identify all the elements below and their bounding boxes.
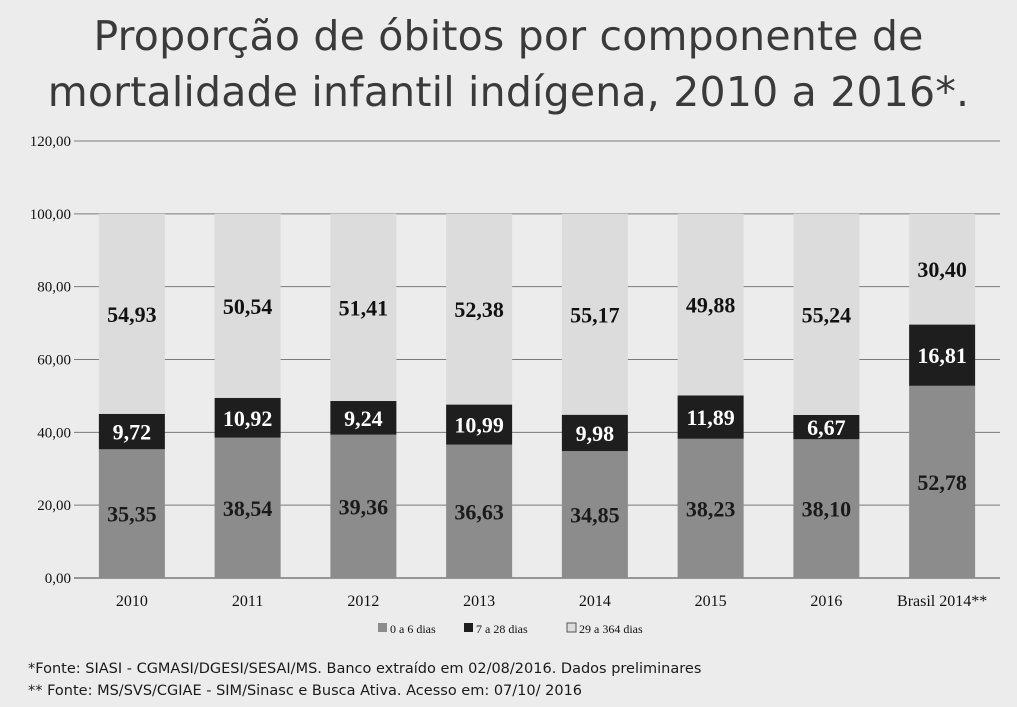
legend-label: 0 a 6 dias <box>390 622 436 636</box>
x-tick-label: 2013 <box>463 593 495 610</box>
chart-title: Proporção de óbitos por componente de mo… <box>0 8 1017 120</box>
data-label: 36,63 <box>454 499 504 524</box>
data-label: 38,54 <box>223 496 273 521</box>
data-label: 38,23 <box>686 496 736 521</box>
chart-title-line-1: Proporção de óbitos por componente de <box>93 12 924 60</box>
x-tick-label: 2014 <box>579 593 611 610</box>
data-label: 55,17 <box>570 302 620 327</box>
bar-segment <box>330 401 397 435</box>
data-label: 9,98 <box>576 421 615 446</box>
data-label: 52,78 <box>917 470 967 495</box>
x-tick-label: 2016 <box>810 593 842 610</box>
data-label: 52,38 <box>454 297 504 322</box>
bar-segment <box>214 213 281 398</box>
data-label: 6,67 <box>807 415 846 440</box>
data-label: 39,36 <box>339 494 389 519</box>
chart-title-line-2: mortalidade infantil indígena, 2010 a 20… <box>47 68 970 116</box>
x-tick-label: 2015 <box>695 593 727 610</box>
data-label: 9,72 <box>113 420 152 445</box>
legend-swatch <box>464 623 473 632</box>
y-tick-label: 100,00 <box>30 207 71 223</box>
bar-segment <box>793 213 860 415</box>
data-label: 30,40 <box>917 257 967 282</box>
y-tick-label: 0,00 <box>45 571 71 587</box>
data-label: 49,88 <box>686 293 736 318</box>
bar-segment <box>98 413 165 450</box>
bar-segment <box>909 385 976 578</box>
bar-segment <box>214 397 281 438</box>
data-label: 11,89 <box>686 405 734 430</box>
data-label: 10,92 <box>223 406 273 431</box>
bar-segment <box>330 434 397 578</box>
y-tick-label: 60,00 <box>37 353 71 369</box>
bar-segment <box>561 451 628 578</box>
x-tick-label: 2012 <box>347 593 379 610</box>
data-label: 54,93 <box>107 302 157 327</box>
bar-segment <box>793 439 860 578</box>
x-tick-label: 2011 <box>232 593 263 610</box>
footnotes: *Fonte: SIASI - CGMASI/DGESI/SESAI/MS. B… <box>28 658 701 702</box>
y-tick-label: 80,00 <box>37 280 71 296</box>
x-tick-label: 2010 <box>116 593 148 610</box>
y-tick-label: 120,00 <box>30 134 71 150</box>
bar-segment <box>446 404 513 445</box>
legend-label: 7 a 28 dias <box>476 622 528 636</box>
bar-segment <box>561 414 628 452</box>
bar-segment <box>793 414 860 440</box>
footnote-1: *Fonte: SIASI - CGMASI/DGESI/SESAI/MS. B… <box>28 661 702 677</box>
bar-segment <box>98 213 165 414</box>
bar-segment <box>909 324 976 386</box>
bar-segment <box>677 213 744 396</box>
bar-segment <box>677 438 744 578</box>
data-label: 38,10 <box>802 497 852 522</box>
bar-segment <box>98 449 165 578</box>
bar-segment <box>214 437 281 578</box>
footnote-2: ** Fonte: MS/SVS/CGIAE - SIM/Sinasc e Bu… <box>28 683 583 699</box>
bar-segment <box>909 213 976 325</box>
bar-segment <box>561 213 628 415</box>
data-label: 55,24 <box>802 302 852 327</box>
data-label: 9,24 <box>344 406 383 431</box>
stacked-bar-chart: 0,00 20,00 40,00 60,00 80,00 100,00 120,00 35,3… <box>30 134 1000 636</box>
data-label: 16,81 <box>917 343 967 368</box>
legend-swatch <box>378 623 387 632</box>
data-label: 51,41 <box>339 295 389 320</box>
y-tick-label: 40,00 <box>37 425 71 441</box>
bar-segment <box>677 395 744 439</box>
data-label: 34,85 <box>570 503 620 528</box>
y-tick-label: 20,00 <box>37 498 71 514</box>
bar-segment <box>446 213 513 405</box>
legend-label: 29 a 364 dias <box>579 622 643 636</box>
x-tick-label: Brasil 2014** <box>897 593 987 610</box>
legend-swatch <box>566 622 577 633</box>
data-label: 50,54 <box>223 294 273 319</box>
bar-segment <box>330 213 397 402</box>
data-label: 10,99 <box>454 413 504 438</box>
data-label: 35,35 <box>107 502 157 527</box>
bar-segment <box>446 444 513 578</box>
